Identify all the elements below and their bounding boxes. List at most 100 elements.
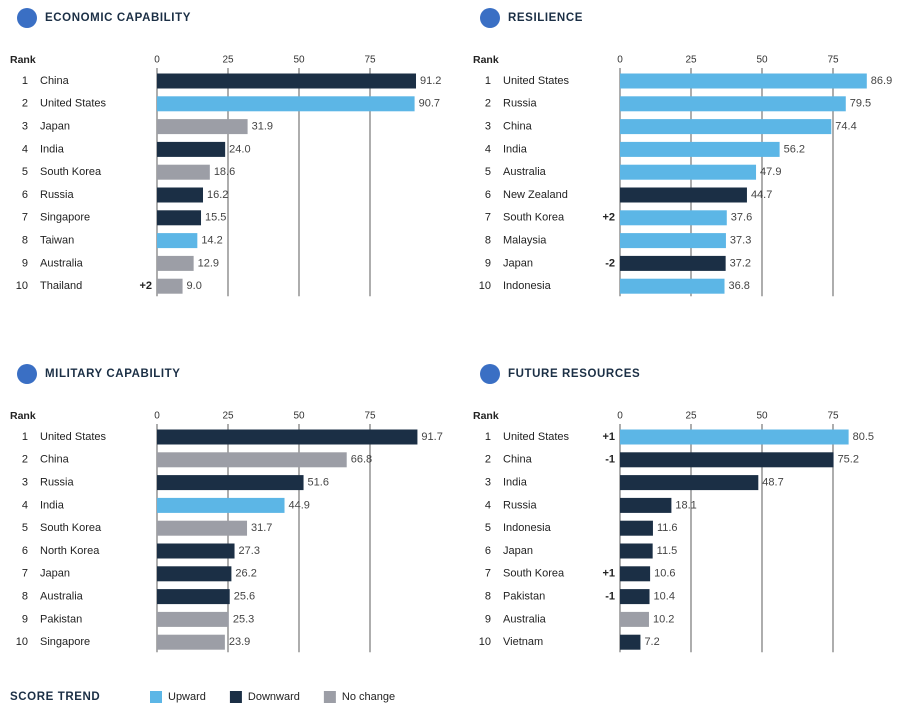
category: Singapore xyxy=(40,636,90,648)
value-label: 31.9 xyxy=(252,121,273,133)
rank-change: -1 xyxy=(605,591,615,603)
category: Vietnam xyxy=(503,636,543,648)
rank-change: -2 xyxy=(605,257,615,269)
x-tick-label: 75 xyxy=(827,411,839,422)
category: China xyxy=(40,454,70,466)
value-label: 44.9 xyxy=(289,499,310,511)
category: South Korea xyxy=(503,568,565,580)
category: Indonesia xyxy=(503,522,552,534)
bar xyxy=(620,164,757,180)
rank-header: Rank xyxy=(473,54,499,66)
bar xyxy=(157,278,183,294)
category: Japan xyxy=(503,545,533,557)
legend-swatch xyxy=(229,691,242,703)
chart-title: FUTURE RESOURCES xyxy=(508,368,640,380)
rank: 6 xyxy=(22,545,28,557)
bar xyxy=(620,520,653,536)
rank: 5 xyxy=(485,166,491,178)
bar xyxy=(157,497,285,513)
legend-label: Downward xyxy=(248,691,300,703)
category: Taiwan xyxy=(40,235,74,247)
rank: 4 xyxy=(22,499,28,511)
rank-change: +1 xyxy=(602,568,615,580)
x-tick-label: 25 xyxy=(222,55,234,66)
category: Australia xyxy=(40,591,84,603)
category: South Korea xyxy=(40,166,102,178)
value-label: 37.6 xyxy=(731,212,752,224)
value-label: 18.6 xyxy=(214,166,235,178)
value-label: 18.1 xyxy=(675,499,696,511)
rank-header: Rank xyxy=(10,410,36,422)
rank: 8 xyxy=(485,235,491,247)
bar xyxy=(157,255,194,271)
category: China xyxy=(503,121,533,133)
bar xyxy=(620,543,653,559)
bar xyxy=(620,210,727,226)
value-label: 9.0 xyxy=(187,280,202,292)
icon xyxy=(480,8,500,28)
x-tick-label: 0 xyxy=(154,55,160,66)
rank: 5 xyxy=(485,522,491,534)
bar xyxy=(620,119,832,135)
bar xyxy=(620,233,726,249)
category: Australia xyxy=(503,613,547,625)
category: Japan xyxy=(503,257,533,269)
legend-swatch xyxy=(150,691,162,703)
x-tick-label: 25 xyxy=(222,411,234,422)
value-label: 37.2 xyxy=(730,257,751,269)
category: Australia xyxy=(503,166,547,178)
value-label: 10.6 xyxy=(654,568,675,580)
x-tick-label: 0 xyxy=(617,411,623,422)
rank: 1 xyxy=(485,431,491,443)
x-tick-label: 50 xyxy=(293,411,305,422)
x-tick-label: 50 xyxy=(293,55,305,66)
category: Russia xyxy=(40,189,75,201)
chart-title: MILITARY CAPABILITY xyxy=(45,368,181,380)
x-tick-label: 75 xyxy=(364,55,376,66)
category: China xyxy=(503,454,533,466)
bar xyxy=(157,233,198,249)
rank: 3 xyxy=(485,477,491,489)
bar xyxy=(620,141,780,157)
rank: 4 xyxy=(485,143,491,155)
bar xyxy=(620,566,651,582)
rank-header: Rank xyxy=(10,54,36,66)
value-label: 10.4 xyxy=(654,591,675,603)
rank: 6 xyxy=(485,189,491,201)
value-label: 47.9 xyxy=(760,166,781,178)
value-label: 79.5 xyxy=(850,98,871,110)
value-label: 12.9 xyxy=(198,257,219,269)
rank: 7 xyxy=(485,212,491,224)
category: United States xyxy=(40,431,107,443)
value-label: 11.6 xyxy=(657,522,678,534)
icon xyxy=(17,8,37,28)
rank: 10 xyxy=(479,280,491,292)
value-label: 23.9 xyxy=(229,636,250,648)
bar xyxy=(157,119,248,135)
value-label: 44.7 xyxy=(751,189,772,201)
category: New Zealand xyxy=(503,189,568,201)
bar xyxy=(157,589,230,605)
bar xyxy=(620,611,649,627)
bar xyxy=(157,210,202,226)
rank: 5 xyxy=(22,166,28,178)
bar xyxy=(620,497,672,513)
icon xyxy=(17,364,37,384)
rank: 2 xyxy=(485,454,491,466)
value-label: 10.2 xyxy=(653,613,674,625)
category: Pakistan xyxy=(503,591,545,603)
bar xyxy=(157,73,417,89)
value-label: 48.7 xyxy=(762,477,783,489)
legend-label: No change xyxy=(342,691,395,703)
category: Pakistan xyxy=(40,613,82,625)
value-label: 16.2 xyxy=(207,189,228,201)
category: United States xyxy=(503,431,570,443)
value-label: 86.9 xyxy=(871,75,892,87)
chart-title: ECONOMIC CAPABILITY xyxy=(45,12,191,24)
bar xyxy=(157,475,304,491)
rank-change: +1 xyxy=(602,431,615,443)
rank-header: Rank xyxy=(473,410,499,422)
category: Russia xyxy=(40,477,75,489)
rank: 4 xyxy=(485,499,491,511)
rank: 3 xyxy=(22,477,28,489)
